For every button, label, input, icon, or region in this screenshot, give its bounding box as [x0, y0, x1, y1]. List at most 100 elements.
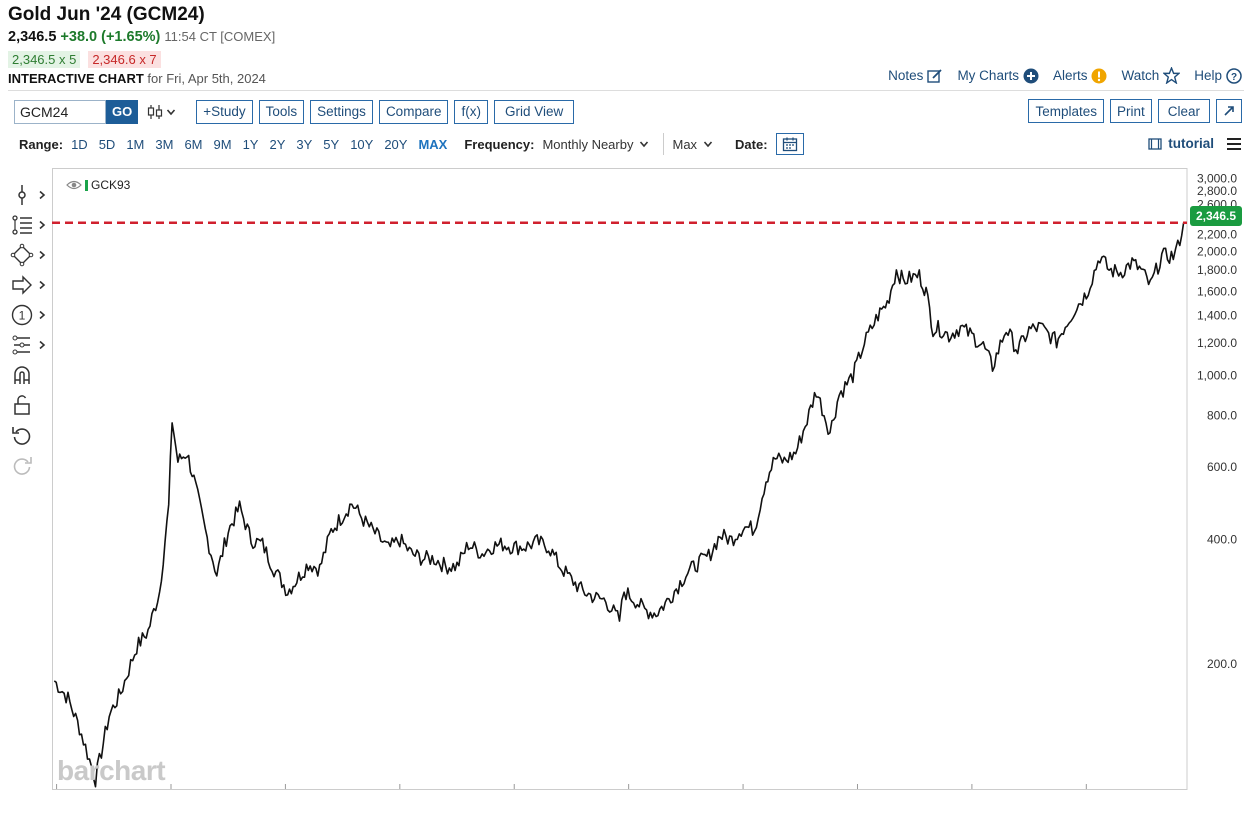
range-3m[interactable]: 3M — [155, 136, 174, 152]
bid-ask: 2,346.5 x 5 2,346.6 x 7 — [8, 51, 161, 68]
notes-link[interactable]: Notes — [888, 67, 943, 84]
last-price-tag: 2,346.5 — [1190, 206, 1242, 226]
range-5d[interactable]: 5D — [98, 136, 116, 152]
ask-badge: 2,346.6 x 7 — [88, 51, 161, 68]
my-charts-label: My Charts — [957, 68, 1019, 83]
menu-icon[interactable] — [1226, 137, 1242, 151]
alert-icon — [1091, 68, 1107, 83]
y-tick-label: 2,800.0 — [1197, 184, 1237, 198]
alerts-label: Alerts — [1052, 68, 1088, 83]
chevron-right-icon — [39, 190, 46, 200]
date-picker-button[interactable] — [775, 133, 804, 155]
range-1y[interactable]: 1Y — [242, 136, 259, 152]
shape-tool[interactable] — [10, 240, 50, 270]
settings-button[interactable]: Settings — [310, 99, 373, 124]
film-icon — [1148, 137, 1162, 150]
chevron-right-icon — [39, 220, 46, 230]
alerts-link[interactable]: Alerts — [1053, 67, 1108, 84]
undo-icon — [12, 427, 31, 445]
tools-button[interactable]: Tools — [258, 99, 305, 124]
go-button[interactable]: GO — [106, 99, 139, 124]
print-button[interactable]: Print — [1109, 99, 1152, 123]
frequency-select[interactable]: Monthly Nearby — [542, 137, 649, 152]
range-1d[interactable]: 1D — [71, 136, 88, 152]
range-1m[interactable]: 1M — [126, 136, 145, 152]
range-20y[interactable]: 20Y — [384, 136, 408, 152]
plus-circle-icon — [1023, 68, 1039, 83]
price-chart[interactable]: 3,000.02,800.02,600.02,400.02,200.02,000… — [43, 168, 1240, 807]
grid-view-button[interactable]: Grid View — [493, 99, 575, 124]
range-5y[interactable]: 5Y — [323, 136, 340, 152]
symbol-input[interactable] — [14, 99, 106, 124]
last-price: 2,346.5 — [8, 29, 57, 45]
svg-text:1: 1 — [19, 309, 26, 323]
undo-button[interactable] — [10, 420, 50, 450]
templates-button[interactable]: Templates — [1028, 99, 1104, 123]
range-10y[interactable]: 10Y — [350, 136, 374, 152]
magnet-tool[interactable] — [10, 360, 50, 390]
fib-tool[interactable] — [10, 210, 50, 240]
redo-button[interactable] — [10, 450, 50, 480]
range-2y[interactable]: 2Y — [269, 136, 286, 152]
polygon-icon — [10, 243, 34, 267]
top-nav: Notes My Charts Alerts Watch Help ? — [888, 67, 1242, 84]
y-tick-label: 1,200.0 — [1197, 336, 1237, 350]
svg-text:?: ? — [1231, 72, 1237, 83]
range-6m[interactable]: 6M — [184, 136, 203, 152]
y-tick-label: 400.0 — [1207, 533, 1237, 547]
price-change: +38.0 (+1.65%) — [60, 29, 161, 45]
chevron-right-icon — [39, 250, 46, 260]
tutorial-link[interactable]: tutorial — [1148, 136, 1242, 151]
page-title: Gold Jun '24 (GCM24) — [8, 4, 205, 25]
chart-type-select[interactable] — [146, 103, 176, 121]
expand-icon — [1224, 106, 1234, 116]
y-tick-label: 2,200.0 — [1197, 227, 1237, 241]
chevron-down-icon — [167, 108, 176, 115]
arrow-tool[interactable] — [10, 270, 50, 300]
pattern-tool[interactable] — [10, 330, 50, 360]
edit-icon — [927, 68, 943, 83]
y-tick-label: 3,000.0 — [1197, 172, 1237, 186]
range-max[interactable]: MAX — [418, 136, 448, 152]
my-charts-link[interactable]: My Charts — [957, 67, 1039, 84]
watch-link[interactable]: Watch — [1121, 67, 1181, 84]
help-icon: ? — [1226, 67, 1242, 84]
quote-line: 2,346.5 +38.0 (+1.65%) 11:54 CT [COMEX] — [8, 29, 275, 45]
redo-icon — [13, 457, 32, 475]
crosshair-tool[interactable] — [10, 180, 50, 210]
compare-button[interactable]: Compare — [378, 99, 449, 124]
candlestick-icon — [148, 104, 163, 119]
chevron-right-icon — [39, 340, 46, 350]
help-label: Help — [1194, 68, 1222, 83]
arrow-right-icon — [12, 275, 32, 295]
y-tick-label: 600.0 — [1207, 460, 1237, 474]
function-button[interactable]: f(x) — [454, 99, 488, 124]
eye-icon[interactable] — [66, 179, 82, 191]
watch-label: Watch — [1121, 68, 1160, 83]
magnet-icon — [14, 366, 30, 384]
page-header: Gold Jun '24 (GCM24) — [8, 4, 205, 26]
frequency-value: Monthly Nearby — [542, 136, 634, 152]
lock-tool[interactable] — [10, 390, 50, 420]
frequency-label: Frequency: — [464, 136, 535, 152]
clear-button[interactable]: Clear — [1157, 99, 1210, 123]
y-tick-label: 800.0 — [1207, 409, 1237, 423]
range-bar: Range: 1D 5D 1M 3M 6M 9M 1Y 2Y 3Y 5Y 10Y 20Y MAX Fre… — [19, 133, 804, 155]
help-link[interactable]: Help ? — [1194, 67, 1242, 84]
label-tool[interactable]: 1 — [10, 300, 50, 330]
chart-legend: GCK93 — [66, 178, 130, 192]
expand-button[interactable] — [1216, 99, 1242, 123]
tutorial-label: tutorial — [1168, 136, 1214, 151]
aggregation-select[interactable]: Max — [672, 137, 713, 152]
barchart-watermark: barchart — [57, 755, 166, 786]
chevron-down-icon — [703, 141, 713, 148]
range-3y[interactable]: 3Y — [296, 136, 313, 152]
chart-svg[interactable]: 3,000.02,800.02,600.02,400.02,200.02,000… — [43, 168, 1240, 807]
range-9m[interactable]: 9M — [213, 136, 232, 152]
y-tick-label: 2,000.0 — [1197, 244, 1237, 258]
add-study-button[interactable]: +Study — [196, 99, 253, 124]
chevron-down-icon — [640, 141, 649, 148]
chart-date: for Fri, Apr 5th, 2024 — [147, 71, 266, 86]
legend-color-swatch — [85, 179, 88, 191]
chevron-right-icon — [39, 280, 46, 290]
